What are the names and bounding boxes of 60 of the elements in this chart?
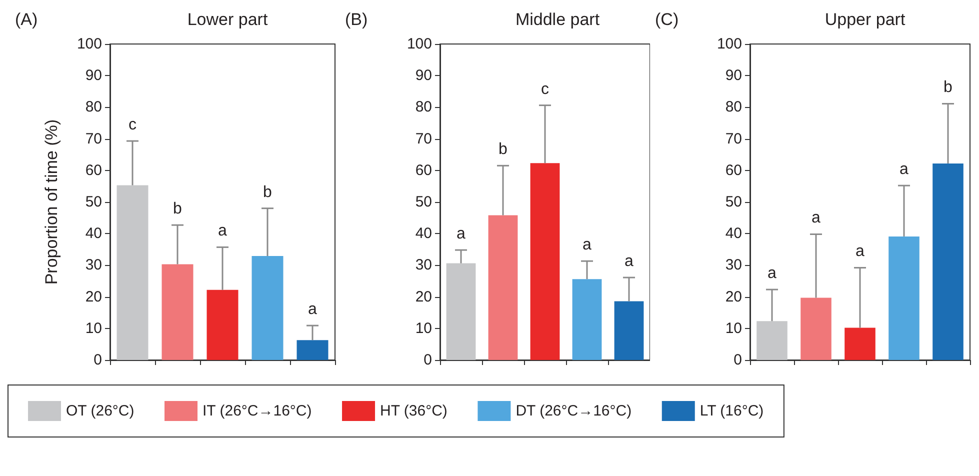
annotation: b [173, 200, 182, 218]
annotation: b [944, 79, 953, 96]
y-tick-label: 20 [415, 288, 432, 306]
annotation: c [541, 80, 549, 98]
annotation: b [263, 184, 272, 201]
y-tick-label: 10 [85, 320, 102, 337]
y-tick-label: 90 [85, 67, 102, 84]
y-tick-label: 20 [725, 288, 742, 306]
y-tick-label: 30 [415, 256, 432, 274]
y-tick-label: 60 [415, 162, 432, 179]
y-tick-label: 0 [94, 352, 102, 368]
chart-title: Lower part [187, 10, 268, 29]
y-tick-label: 80 [725, 98, 742, 116]
y-tick-label: 0 [424, 352, 432, 368]
annotation: a [768, 265, 777, 282]
chart-title: Middle part [515, 10, 600, 29]
annotation: a [456, 226, 466, 243]
y-tick-label: 0 [734, 352, 742, 368]
annotation: a [218, 222, 228, 240]
y-tick-label: 60 [725, 162, 742, 179]
y-tick-label: 70 [725, 130, 742, 148]
y-tick-label: 90 [415, 67, 432, 84]
y-tick-label: 50 [415, 194, 432, 210]
y-tick-label: 100 [716, 36, 742, 52]
y-tick-label: 100 [406, 36, 432, 52]
y-tick-label: 60 [85, 162, 102, 179]
legend-label: OT (26°C) [66, 402, 134, 420]
annotation: c [128, 116, 136, 134]
y-tick-label: 40 [725, 225, 742, 242]
annotation: a [812, 210, 821, 227]
y-tick-label: 10 [725, 320, 742, 337]
annotation: a [900, 161, 909, 178]
y-tick-label: 80 [85, 98, 102, 116]
chart-subtitle: (B) [345, 10, 368, 29]
y-tick-label: 70 [85, 130, 102, 148]
annotation: a [624, 253, 634, 270]
chart-subtitle: (A) [15, 10, 38, 29]
y-tick-label: 50 [725, 194, 742, 210]
y-tick-label: 50 [85, 194, 102, 210]
y-tick-label: 90 [725, 67, 742, 84]
annotation: a [308, 301, 318, 318]
legend-label: LT (16°C) [700, 402, 764, 420]
y-axis-title: Proportion of time (%) [42, 119, 61, 285]
chart-title: Upper part [824, 10, 906, 29]
y-tick-label: 80 [415, 98, 432, 116]
legend-label: IT (26°C→16°C) [202, 402, 312, 420]
y-tick-label: 40 [415, 225, 432, 242]
y-tick-label: 30 [85, 256, 102, 274]
y-tick-label: 40 [85, 225, 102, 242]
y-tick-label: 100 [76, 36, 102, 52]
legend-label: DT (26°C→16°C) [516, 402, 632, 420]
annotation: a [856, 243, 865, 260]
y-tick-label: 30 [725, 256, 742, 274]
y-tick-label: 70 [415, 130, 432, 148]
annotation: b [498, 141, 508, 158]
annotation: a [582, 236, 592, 254]
chart-subtitle: (C) [655, 10, 679, 29]
y-tick-label: 10 [415, 320, 432, 337]
legend-label: HT (36°C) [380, 402, 448, 420]
y-tick-label: 20 [85, 288, 102, 306]
